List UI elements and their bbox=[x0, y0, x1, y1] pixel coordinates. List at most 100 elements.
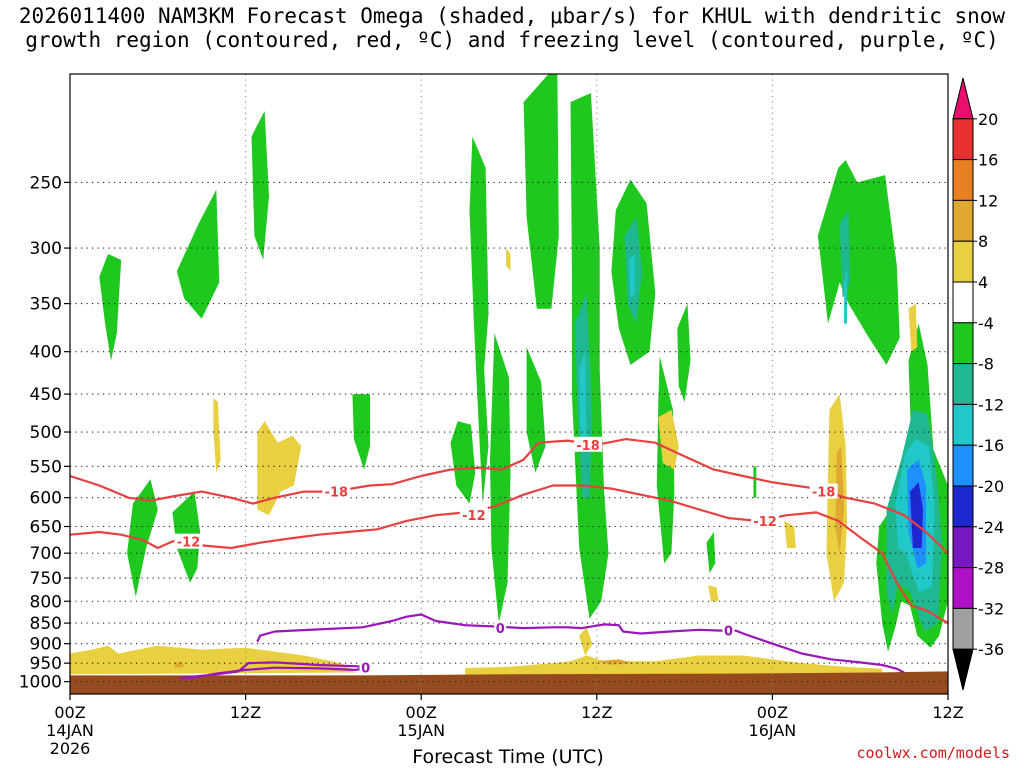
omega-region-4-35 bbox=[908, 303, 918, 352]
contour-label-bg bbox=[751, 512, 780, 528]
x-axis-label: Forecast Time (UTC) bbox=[412, 746, 604, 768]
colorbar-label: -8 bbox=[978, 355, 994, 374]
y-tick-label: 950 bbox=[30, 654, 62, 674]
x-tick-label: 00Z bbox=[757, 703, 788, 722]
omega-region--8-21 bbox=[839, 210, 850, 299]
y-tick-label: 650 bbox=[30, 517, 62, 537]
x-tick-date: 15JAN bbox=[397, 721, 445, 740]
omega-region-4-29 bbox=[213, 398, 221, 473]
omega-region-4-39 bbox=[579, 627, 593, 656]
omega-region-4-33 bbox=[784, 520, 796, 548]
contour-label-bg bbox=[359, 659, 372, 675]
colorbar-swatch bbox=[952, 567, 974, 609]
colorbar-label: -32 bbox=[978, 599, 1004, 618]
colorbar-top-arrow bbox=[952, 77, 974, 120]
colorbar-swatch bbox=[952, 444, 974, 487]
contour-label-bg bbox=[722, 622, 735, 638]
colorbar-label: -28 bbox=[978, 559, 1004, 578]
omega-region--4-1 bbox=[176, 189, 220, 319]
omega-region--4-7 bbox=[469, 136, 489, 504]
colorbar-label: -16 bbox=[978, 436, 1004, 455]
y-tick-label: 500 bbox=[30, 423, 62, 443]
omega-region--12-25 bbox=[844, 271, 847, 324]
contour-label-0-lower-0: 0 bbox=[361, 662, 370, 677]
x-tick-date: 16JAN bbox=[749, 721, 797, 740]
contour-label-0-0: 0 bbox=[496, 622, 505, 637]
omega-region--4-5 bbox=[352, 394, 370, 470]
omega-region-8-41 bbox=[173, 661, 185, 668]
x-tick-year: 2026 bbox=[50, 739, 91, 758]
y-tick-label: 550 bbox=[30, 457, 62, 477]
colorbar: 20 16 12 8 4 -4 -8 -12 -16 -20 -24 -28 -32 -36 bbox=[952, 77, 1004, 691]
omega-region-4-31 bbox=[506, 248, 511, 272]
omega-region-4-37 bbox=[70, 645, 356, 675]
colorbar-label: 4 bbox=[978, 273, 988, 292]
y-tick-label: 900 bbox=[30, 635, 62, 655]
contour-label-bg bbox=[174, 533, 203, 549]
y-tick-label: 700 bbox=[30, 544, 62, 564]
y-tick-label: 250 bbox=[30, 173, 62, 193]
y-tick-label: 300 bbox=[30, 239, 62, 259]
omega-region-4-38 bbox=[465, 655, 883, 677]
colorbar-label: -24 bbox=[978, 518, 1004, 537]
x-tick-label: 00Z bbox=[54, 703, 85, 722]
y-tick-label: 400 bbox=[30, 343, 62, 363]
contour-label--12-0: -12 bbox=[177, 536, 201, 551]
colorbar-swatch bbox=[952, 322, 974, 365]
chart-title: 2026011400 NAM3KM Forecast Omega (shaded… bbox=[0, 4, 1024, 52]
y-tick-label: 850 bbox=[30, 614, 62, 634]
y-tick-label: 600 bbox=[30, 489, 62, 509]
y-tick-label: 800 bbox=[30, 592, 62, 612]
omega-region--4-15 bbox=[706, 532, 716, 574]
colorbar-label: -20 bbox=[978, 477, 1004, 496]
contour-label-bg bbox=[809, 483, 838, 499]
y-tick-label: 450 bbox=[30, 385, 62, 405]
omega-region--4-9 bbox=[523, 74, 559, 309]
colorbar-swatch bbox=[952, 363, 974, 405]
surface-layer bbox=[70, 671, 948, 694]
omega-region--4-3 bbox=[127, 479, 158, 597]
site-credit: coolwx.com/models bbox=[856, 744, 1010, 762]
y-tick-label: 350 bbox=[30, 295, 62, 315]
colorbar-swatch bbox=[952, 118, 974, 161]
colorbar-swatch bbox=[952, 485, 974, 528]
colorbar-label: -12 bbox=[978, 395, 1004, 414]
colorbar-label: -4 bbox=[978, 314, 994, 333]
colorbar-swatch bbox=[952, 281, 974, 324]
omega-region-4-32 bbox=[658, 409, 679, 470]
omega-region--4-16 bbox=[753, 466, 757, 498]
omega-region--20-28 bbox=[910, 482, 924, 548]
colorbar-swatch bbox=[952, 607, 974, 650]
colorbar-label: -36 bbox=[978, 640, 1004, 659]
colorbar-label: 8 bbox=[978, 232, 988, 251]
colorbar-swatch bbox=[952, 403, 974, 446]
omega-region--12-24 bbox=[629, 254, 635, 299]
contour-label-0-1: 0 bbox=[724, 625, 733, 640]
colorbar-bottom-arrow bbox=[952, 648, 974, 691]
colorbar-swatch bbox=[952, 240, 974, 283]
omega-region--4-8 bbox=[490, 333, 511, 624]
omega-region-4-36 bbox=[708, 585, 719, 602]
omega-region--4-2 bbox=[251, 111, 269, 260]
omega-region-8-40 bbox=[835, 446, 845, 554]
omega-region--4-10 bbox=[526, 347, 546, 473]
x-tick-label: 12Z bbox=[230, 703, 261, 722]
contour-label--18-1: -18 bbox=[576, 439, 600, 454]
x-tick-label: 12Z bbox=[932, 703, 963, 722]
x-tick-label: 00Z bbox=[406, 703, 437, 722]
surface-ground bbox=[70, 671, 948, 694]
plot-frame bbox=[69, 73, 949, 695]
contour-label--12-1: -12 bbox=[462, 509, 486, 524]
contour-label-bg bbox=[494, 620, 507, 636]
contour-label-bg bbox=[322, 483, 351, 499]
x-tick-date: 14JAN bbox=[46, 721, 94, 740]
colorbar-label: 16 bbox=[978, 151, 998, 170]
colorbar-swatch bbox=[952, 159, 974, 201]
contour-label--18-0: -18 bbox=[325, 486, 349, 501]
contour-label-bg bbox=[459, 507, 488, 523]
contour-label--18-2: -18 bbox=[812, 486, 836, 501]
contour-label--12-2: -12 bbox=[753, 515, 777, 530]
title-line-2: growth region (contoured, red, ºC) and f… bbox=[25, 28, 999, 52]
